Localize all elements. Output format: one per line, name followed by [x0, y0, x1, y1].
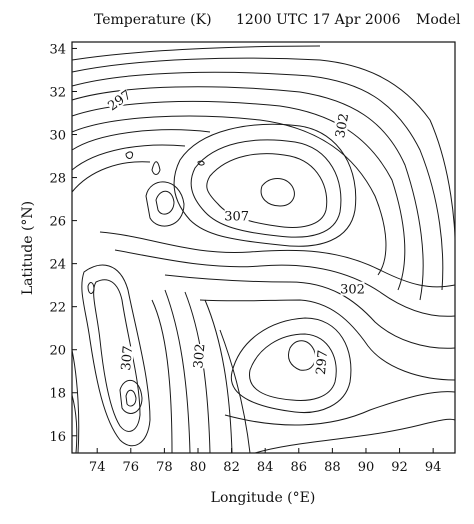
contour-line	[87, 282, 95, 294]
contour-line	[71, 100, 406, 291]
y-tick-label: 16	[49, 430, 66, 445]
contour-line	[99, 231, 456, 288]
contour-line	[71, 115, 387, 276]
y-tick-label: 26	[49, 215, 66, 230]
contour-line	[206, 153, 328, 228]
y-tick-label: 34	[49, 42, 66, 57]
contour-label: 302	[332, 112, 352, 139]
contour-label-text: 297	[314, 349, 331, 375]
contour-label-text: 302	[191, 343, 208, 369]
contour-line	[114, 249, 456, 317]
header-right: Model	[416, 12, 461, 28]
y-axis-label: Latitude (°N)	[20, 201, 36, 295]
contour-line	[287, 340, 316, 371]
contour-label-text: 307	[119, 345, 136, 371]
y-tick-label: 20	[49, 344, 66, 359]
contour-line	[249, 333, 337, 401]
contour-label-background	[105, 87, 133, 113]
contour-line	[71, 161, 151, 193]
x-axis-ticks: 74 76 78 80 82 84 86 88 90 92 94	[89, 448, 442, 475]
header-center: 1200 UTC 17 Apr 2006	[236, 12, 401, 28]
contour-lines	[71, 45, 456, 454]
contour-label-background	[224, 208, 249, 223]
x-tick-label: 92	[391, 460, 408, 475]
y-tick-label: 24	[49, 258, 66, 273]
contour-label-background	[312, 349, 330, 375]
x-tick-label: 74	[89, 460, 106, 475]
contour-line	[230, 317, 352, 414]
contour-line	[125, 389, 137, 407]
contour-label: 302	[340, 281, 365, 298]
contour-label-background	[332, 112, 351, 139]
contour-line	[71, 71, 444, 291]
contour-line	[71, 57, 456, 241]
contour-line	[71, 349, 80, 454]
contour-line	[199, 299, 456, 381]
y-tick-label: 32	[49, 85, 66, 100]
contour-line	[260, 178, 295, 207]
x-tick-label: 90	[358, 460, 375, 475]
contour-label: 307	[118, 345, 136, 371]
contour-line	[151, 161, 161, 175]
contour-line	[93, 279, 141, 432]
contour-label-text: 302	[333, 112, 352, 139]
contour-line	[151, 299, 173, 454]
contour-label: 297	[105, 87, 134, 114]
contour-line	[119, 380, 143, 414]
y-axis-ticks: 16 18 20 22 24 26 28 30 32 34	[49, 42, 77, 445]
contour-line	[173, 123, 357, 247]
x-tick-label: 76	[123, 460, 140, 475]
contour-line	[145, 181, 185, 227]
contour-line	[71, 45, 321, 61]
contour-label-background	[190, 343, 207, 369]
x-tick-label: 86	[291, 460, 308, 475]
contour-line	[71, 129, 211, 151]
x-axis-label: Longitude (°E)	[211, 490, 316, 506]
contour-line	[204, 299, 233, 454]
x-tick-label: 88	[324, 460, 341, 475]
contour-line	[197, 160, 205, 166]
contour-label: 297	[312, 349, 331, 376]
contour-line	[71, 394, 78, 454]
contour-line	[190, 139, 342, 238]
contour-label-background	[340, 281, 365, 296]
contour-line	[164, 289, 191, 454]
header-left: Temperature (K)	[94, 12, 212, 28]
contour-line	[125, 151, 133, 159]
x-tick-label: 84	[257, 460, 274, 475]
y-tick-label: 28	[49, 172, 66, 187]
contour-label: 307	[224, 208, 249, 224]
contour-line	[219, 329, 251, 454]
x-tick-label: 94	[425, 460, 442, 475]
contour-label-background	[118, 345, 135, 371]
contour-label-text: 307	[224, 209, 249, 224]
y-tick-label: 18	[49, 387, 66, 402]
contour-line	[71, 86, 424, 301]
contour-label-text: 302	[340, 283, 365, 298]
contour-line	[164, 274, 456, 349]
y-tick-label: 22	[49, 301, 66, 316]
contour-line	[81, 264, 151, 447]
y-tick-label: 30	[49, 129, 66, 144]
contour-line	[71, 144, 186, 171]
x-tick-label: 80	[190, 460, 207, 475]
x-tick-label: 82	[223, 460, 240, 475]
x-tick-label: 78	[156, 460, 173, 475]
contour-label: 302	[190, 343, 208, 369]
contour-line	[155, 190, 175, 215]
contour-line	[254, 418, 456, 454]
contour-line	[224, 391, 456, 426]
plot-frame	[71, 41, 456, 454]
